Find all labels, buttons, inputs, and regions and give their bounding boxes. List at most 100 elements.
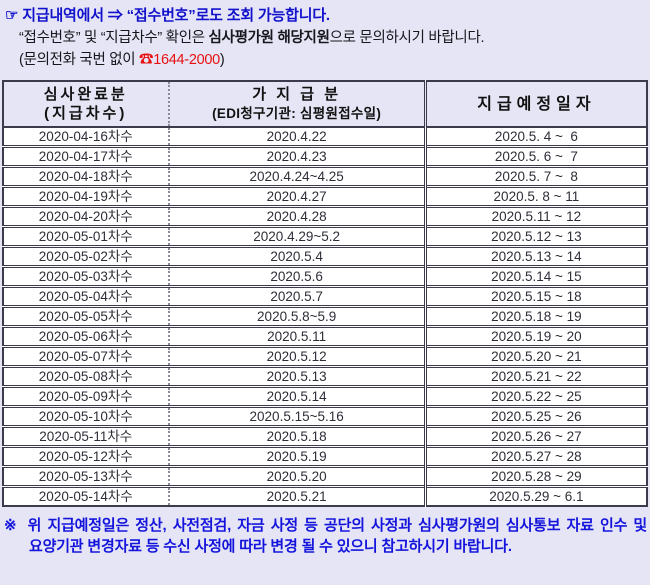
header-review-complete-line2: (지급차수) — [44, 105, 128, 122]
due-date-cell: 2020.5.27 ~ 28 — [425, 445, 647, 467]
header-review-complete-line1: 심사완료분 — [43, 86, 128, 103]
edi-date-cell: 2020.5.15~5.16 — [168, 405, 427, 427]
edi-date-cell: 2020.5.12 — [168, 345, 427, 367]
round-cell: 2020-05-04차수 — [3, 285, 170, 307]
due-date-cell: 2020.5.11 ~ 12 — [425, 205, 647, 227]
edi-date-cell: 2020.5.21 — [168, 485, 427, 506]
notice-line-3: (문의전화 국번 없이 ☎1644-2000) — [5, 49, 646, 71]
table-row: 2020-05-07차수 2020.5.12 2020.5.20 ~ 21 — [3, 345, 647, 367]
header-review-complete: 심사완료분 (지급차수) — [3, 81, 170, 128]
round-cell: 2020-05-13차수 — [3, 465, 170, 487]
edi-date-cell: 2020.4.22 — [168, 127, 427, 147]
table-row: 2020-04-17차수 2020.4.23 2020.5. 6 ~ 7 — [3, 145, 647, 167]
table-row: 2020-05-08차수 2020.5.13 2020.5.21 ~ 22 — [3, 365, 647, 387]
notice-line-2-bold: 심사평가원 해당지원 — [208, 30, 330, 46]
edi-date-cell: 2020.4.28 — [168, 205, 427, 227]
round-cell: 2020-05-01차수 — [3, 225, 170, 247]
reference-mark-icon: ※ — [4, 517, 19, 534]
due-date-cell: 2020.5.15 ~ 18 — [425, 285, 647, 307]
table-row: 2020-05-10차수 2020.5.15~5.16 2020.5.25 ~ … — [3, 405, 647, 427]
notice-line-1: ☞ 지급내역에서 ⇒ “접수번호”로도 조회 가능합니다. — [5, 4, 646, 27]
table-row: 2020-04-16차수 2020.4.22 2020.5. 4 ~ 6 — [3, 127, 647, 147]
header-due-date-line1: 지급예정일자 — [477, 95, 596, 113]
due-date-cell: 2020.5.18 ~ 19 — [425, 305, 647, 327]
round-cell: 2020-05-02차수 — [3, 245, 170, 267]
round-cell: 2020-04-18차수 — [3, 165, 170, 187]
header-due-date: 지급예정일자 — [425, 81, 647, 128]
due-date-cell: 2020.5.13 ~ 14 — [425, 245, 647, 267]
notice-line-3-pre: (문의전화 국번 없이 — [19, 52, 140, 68]
round-cell: 2020-05-14차수 — [3, 485, 170, 506]
table-row: 2020-05-04차수 2020.5.7 2020.5.15 ~ 18 — [3, 285, 647, 307]
edi-date-cell: 2020.4.23 — [168, 145, 427, 167]
edi-date-cell: 2020.5.4 — [168, 245, 427, 267]
due-date-cell: 2020.5. 7 ~ 8 — [425, 165, 647, 187]
notice-line-2-pre: “접수번호” 및 “지급차수” 확인은 — [19, 30, 209, 46]
table-row: 2020-04-19차수 2020.4.27 2020.5. 8 ~ 11 — [3, 185, 647, 207]
footnote: ※ 위 지급예정일은 정산, 사전점검, 자금 사정 등 공단의 사정과 심사평가… — [4, 515, 647, 557]
table-row: 2020-05-03차수 2020.5.6 2020.5.14 ~ 15 — [3, 265, 647, 287]
footnote-text: 위 지급예정일은 정산, 사전점검, 자금 사정 등 공단의 사정과 심사평가원… — [27, 517, 648, 555]
edi-date-cell: 2020.5.6 — [168, 265, 427, 287]
notice-line-2: “접수번호” 및 “지급차수” 확인은 심사평가원 해당지원으로 문의하시기 바… — [5, 27, 646, 49]
round-cell: 2020-05-12차수 — [3, 445, 170, 467]
edi-date-cell: 2020.5.8~5.9 — [168, 305, 427, 327]
round-cell: 2020-05-05차수 — [3, 305, 170, 327]
edi-date-cell: 2020.5.14 — [168, 385, 427, 407]
round-cell: 2020-05-11차수 — [3, 425, 170, 447]
edi-date-cell: 2020.5.11 — [168, 325, 427, 347]
header-provisional-payment-line1: 가 지 급 분 — [252, 86, 341, 103]
notice-line-3-post: ) — [219, 52, 225, 68]
round-cell: 2020-05-08차수 — [3, 365, 170, 387]
round-cell: 2020-04-17차수 — [3, 145, 170, 167]
edi-date-cell: 2020.5.19 — [168, 445, 427, 467]
due-date-cell: 2020.5. 4 ~ 6 — [425, 127, 647, 147]
phone-icon: ☎ — [139, 52, 154, 68]
round-cell: 2020-04-19차수 — [3, 185, 170, 207]
due-date-cell: 2020.5.21 ~ 22 — [425, 365, 647, 387]
due-date-cell: 2020.5.19 ~ 20 — [425, 325, 647, 347]
table-header-row: 심사완료분 (지급차수) 가 지 급 분 (EDI청구기관: 심평원접수일) 지… — [3, 81, 647, 128]
edi-date-cell: 2020.4.24~4.25 — [168, 165, 427, 187]
table-row: 2020-05-12차수 2020.5.19 2020.5.27 ~ 28 — [3, 445, 647, 467]
due-date-cell: 2020.5.14 ~ 15 — [425, 265, 647, 287]
table-row: 2020-05-14차수 2020.5.21 2020.5.29 ~ 6.1 — [3, 485, 647, 506]
round-cell: 2020-05-06차수 — [3, 325, 170, 347]
round-cell: 2020-05-09차수 — [3, 385, 170, 407]
round-cell: 2020-05-07차수 — [3, 345, 170, 367]
pointing-hand-icon: ☞ — [5, 7, 19, 24]
table-row: 2020-05-01차수 2020.4.29~5.2 2020.5.12 ~ 1… — [3, 225, 647, 247]
notice-line-2-post: 으로 문의하시기 바랍니다. — [329, 30, 485, 46]
table-row: 2020-05-13차수 2020.5.20 2020.5.28 ~ 29 — [3, 465, 647, 487]
edi-date-cell: 2020.5.20 — [168, 465, 427, 487]
table-row: 2020-05-11차수 2020.5.18 2020.5.26 ~ 27 — [3, 425, 647, 447]
due-date-cell: 2020.5.29 ~ 6.1 — [425, 485, 647, 506]
edi-date-cell: 2020.4.27 — [168, 185, 427, 207]
header-provisional-payment-line2: (EDI청구기관: 심평원접수일) — [212, 106, 382, 121]
round-cell: 2020-04-20차수 — [3, 205, 170, 227]
table-row: 2020-05-06차수 2020.5.11 2020.5.19 ~ 20 — [3, 325, 647, 347]
table-row: 2020-04-20차수 2020.4.28 2020.5.11 ~ 12 — [3, 205, 647, 227]
notice-block: ☞ 지급내역에서 ⇒ “접수번호”로도 조회 가능합니다. “접수번호” 및 “지… — [0, 0, 650, 71]
due-date-cell: 2020.5.28 ~ 29 — [425, 465, 647, 487]
due-date-cell: 2020.5.26 ~ 27 — [425, 425, 647, 447]
round-cell: 2020-05-03차수 — [3, 265, 170, 287]
due-date-cell: 2020.5.12 ~ 13 — [425, 225, 647, 247]
payment-schedule-table: 심사완료분 (지급차수) 가 지 급 분 (EDI청구기관: 심평원접수일) 지… — [2, 80, 648, 507]
table-row: 2020-05-02차수 2020.5.4 2020.5.13 ~ 14 — [3, 245, 647, 267]
due-date-cell: 2020.5.22 ~ 25 — [425, 385, 647, 407]
edi-date-cell: 2020.5.18 — [168, 425, 427, 447]
round-cell: 2020-05-10차수 — [3, 405, 170, 427]
due-date-cell: 2020.5. 6 ~ 7 — [425, 145, 647, 167]
due-date-cell: 2020.5.25 ~ 26 — [425, 405, 647, 427]
edi-date-cell: 2020.5.7 — [168, 285, 427, 307]
edi-date-cell: 2020.4.29~5.2 — [168, 225, 427, 247]
table-row: 2020-04-18차수 2020.4.24~4.25 2020.5. 7 ~ … — [3, 165, 647, 187]
footnote-body: ※ 위 지급예정일은 정산, 사전점검, 자금 사정 등 공단의 사정과 심사평가… — [4, 515, 647, 557]
round-cell: 2020-04-16차수 — [3, 127, 170, 147]
table-row: 2020-05-05차수 2020.5.8~5.9 2020.5.18 ~ 19 — [3, 305, 647, 327]
due-date-cell: 2020.5. 8 ~ 11 — [425, 185, 647, 207]
phone-number: 1644-2000 — [153, 52, 220, 68]
table-row: 2020-05-09차수 2020.5.14 2020.5.22 ~ 25 — [3, 385, 647, 407]
notice-line-1-text: 지급내역에서 ⇒ “접수번호”로도 조회 가능합니다. — [22, 7, 330, 24]
